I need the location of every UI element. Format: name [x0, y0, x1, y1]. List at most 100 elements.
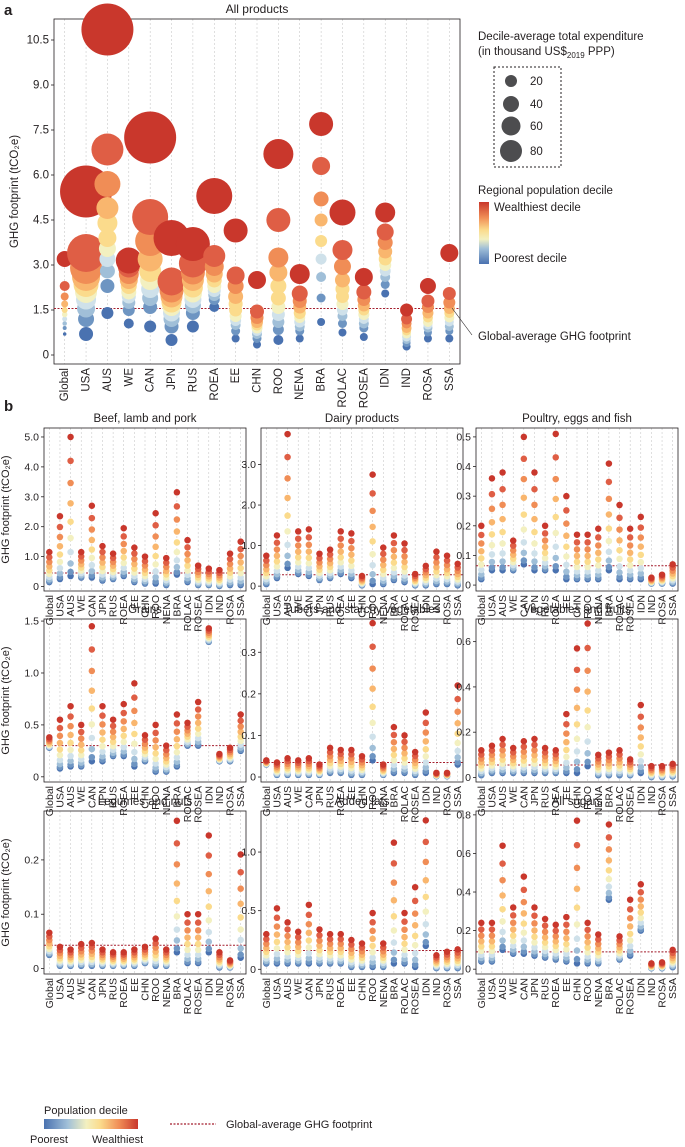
data-point: [120, 533, 127, 540]
x-tick-label: BRA: [603, 978, 615, 1000]
x-tick-label: IND: [646, 978, 658, 997]
size-legend-circle-60: [501, 116, 521, 136]
x-tick-label: CAN: [145, 368, 157, 392]
data-point: [369, 685, 376, 692]
data-point: [488, 947, 496, 955]
data-point: [184, 536, 191, 544]
data-point: [637, 513, 645, 521]
data-point: [124, 111, 177, 164]
data-point: [186, 320, 199, 333]
data-point: [423, 334, 432, 343]
data-point: [88, 546, 96, 553]
data-point: [380, 940, 387, 947]
data-point: [369, 935, 376, 943]
data-point: [573, 539, 581, 546]
data-point: [552, 430, 559, 438]
data-point: [99, 712, 106, 719]
data-point: [563, 568, 570, 575]
x-tick-label: CAN: [518, 595, 530, 617]
data-point: [77, 741, 85, 748]
data-point: [445, 334, 454, 343]
data-point: [56, 512, 64, 520]
data-point: [637, 881, 645, 888]
data-point: [337, 554, 344, 561]
data-point: [269, 263, 288, 282]
plot-frame: [260, 618, 464, 783]
x-tick-label: CAN: [86, 786, 98, 808]
x-tick-label: SSA: [444, 368, 456, 391]
x-tick-label: JPN: [314, 595, 326, 615]
data-point: [552, 554, 559, 562]
data-point: [173, 754, 181, 761]
x-tick-label: ROSA: [422, 368, 434, 401]
data-point: [226, 744, 234, 751]
data-point: [563, 720, 570, 728]
plot-frame: [260, 427, 464, 592]
small-panel: Vegetables and fruits 0 0.2 0.4 0.6 GlobalUSA…: [456, 604, 679, 823]
y-tick-label: 1.5: [24, 616, 39, 628]
x-tick-label: CHN: [572, 786, 584, 809]
data-point: [79, 327, 94, 341]
data-point: [520, 526, 528, 533]
data-point: [401, 558, 408, 566]
data-point: [337, 542, 344, 549]
data-point: [443, 552, 451, 559]
data-point: [616, 501, 623, 509]
data-point: [305, 534, 313, 541]
data-point: [98, 229, 117, 247]
x-tick-label: ROO: [582, 595, 594, 619]
x-tick-label: BRA: [603, 786, 615, 808]
data-point: [563, 710, 570, 718]
data-point: [422, 908, 430, 915]
size-legend-circle-40: [503, 96, 519, 112]
data-point: [541, 554, 549, 562]
plot-frame: [260, 810, 464, 975]
data-point: [348, 567, 355, 574]
data-point: [369, 643, 376, 650]
data-point: [173, 720, 181, 727]
x-tick-label: EE: [561, 978, 573, 992]
data-point: [67, 757, 74, 765]
data-point: [376, 223, 394, 241]
data-point: [273, 955, 281, 962]
data-point: [499, 892, 506, 899]
x-tick-label: USA: [486, 595, 498, 617]
x-tick-label: AUS: [65, 595, 77, 617]
x-tick-label: IDN: [203, 786, 215, 804]
data-point: [173, 937, 181, 944]
data-point: [520, 743, 528, 750]
y-tick-label: 1.0: [24, 667, 39, 679]
data-point: [541, 915, 549, 923]
data-point: [520, 886, 528, 894]
data-point: [541, 530, 549, 537]
data-point: [369, 733, 376, 740]
data-point: [237, 569, 244, 577]
data-point: [411, 897, 419, 905]
data-point: [99, 742, 106, 750]
data-point: [184, 934, 191, 941]
data-point: [584, 644, 591, 652]
data-point: [433, 548, 440, 555]
y-tick-label: 0.2: [456, 727, 471, 739]
x-tick-label: Global: [261, 595, 273, 625]
data-point: [488, 742, 496, 750]
data-point: [478, 540, 485, 547]
data-point: [62, 332, 67, 336]
x-tick-label: IND: [431, 978, 443, 997]
x-tick-label: NENA: [593, 595, 605, 624]
data-point: [184, 910, 191, 918]
data-point: [369, 744, 376, 752]
data-point: [488, 926, 496, 933]
data-point: [99, 263, 115, 279]
data-point: [184, 927, 191, 934]
x-tick-label: SSA: [667, 786, 679, 807]
data-point: [356, 284, 372, 300]
data-point: [99, 946, 106, 953]
data-point: [332, 240, 353, 260]
plot-frame: [43, 427, 247, 592]
data-point: [552, 562, 559, 570]
data-point: [326, 744, 334, 752]
data-point: [552, 543, 559, 550]
data-point: [499, 528, 506, 536]
data-point: [194, 730, 202, 737]
